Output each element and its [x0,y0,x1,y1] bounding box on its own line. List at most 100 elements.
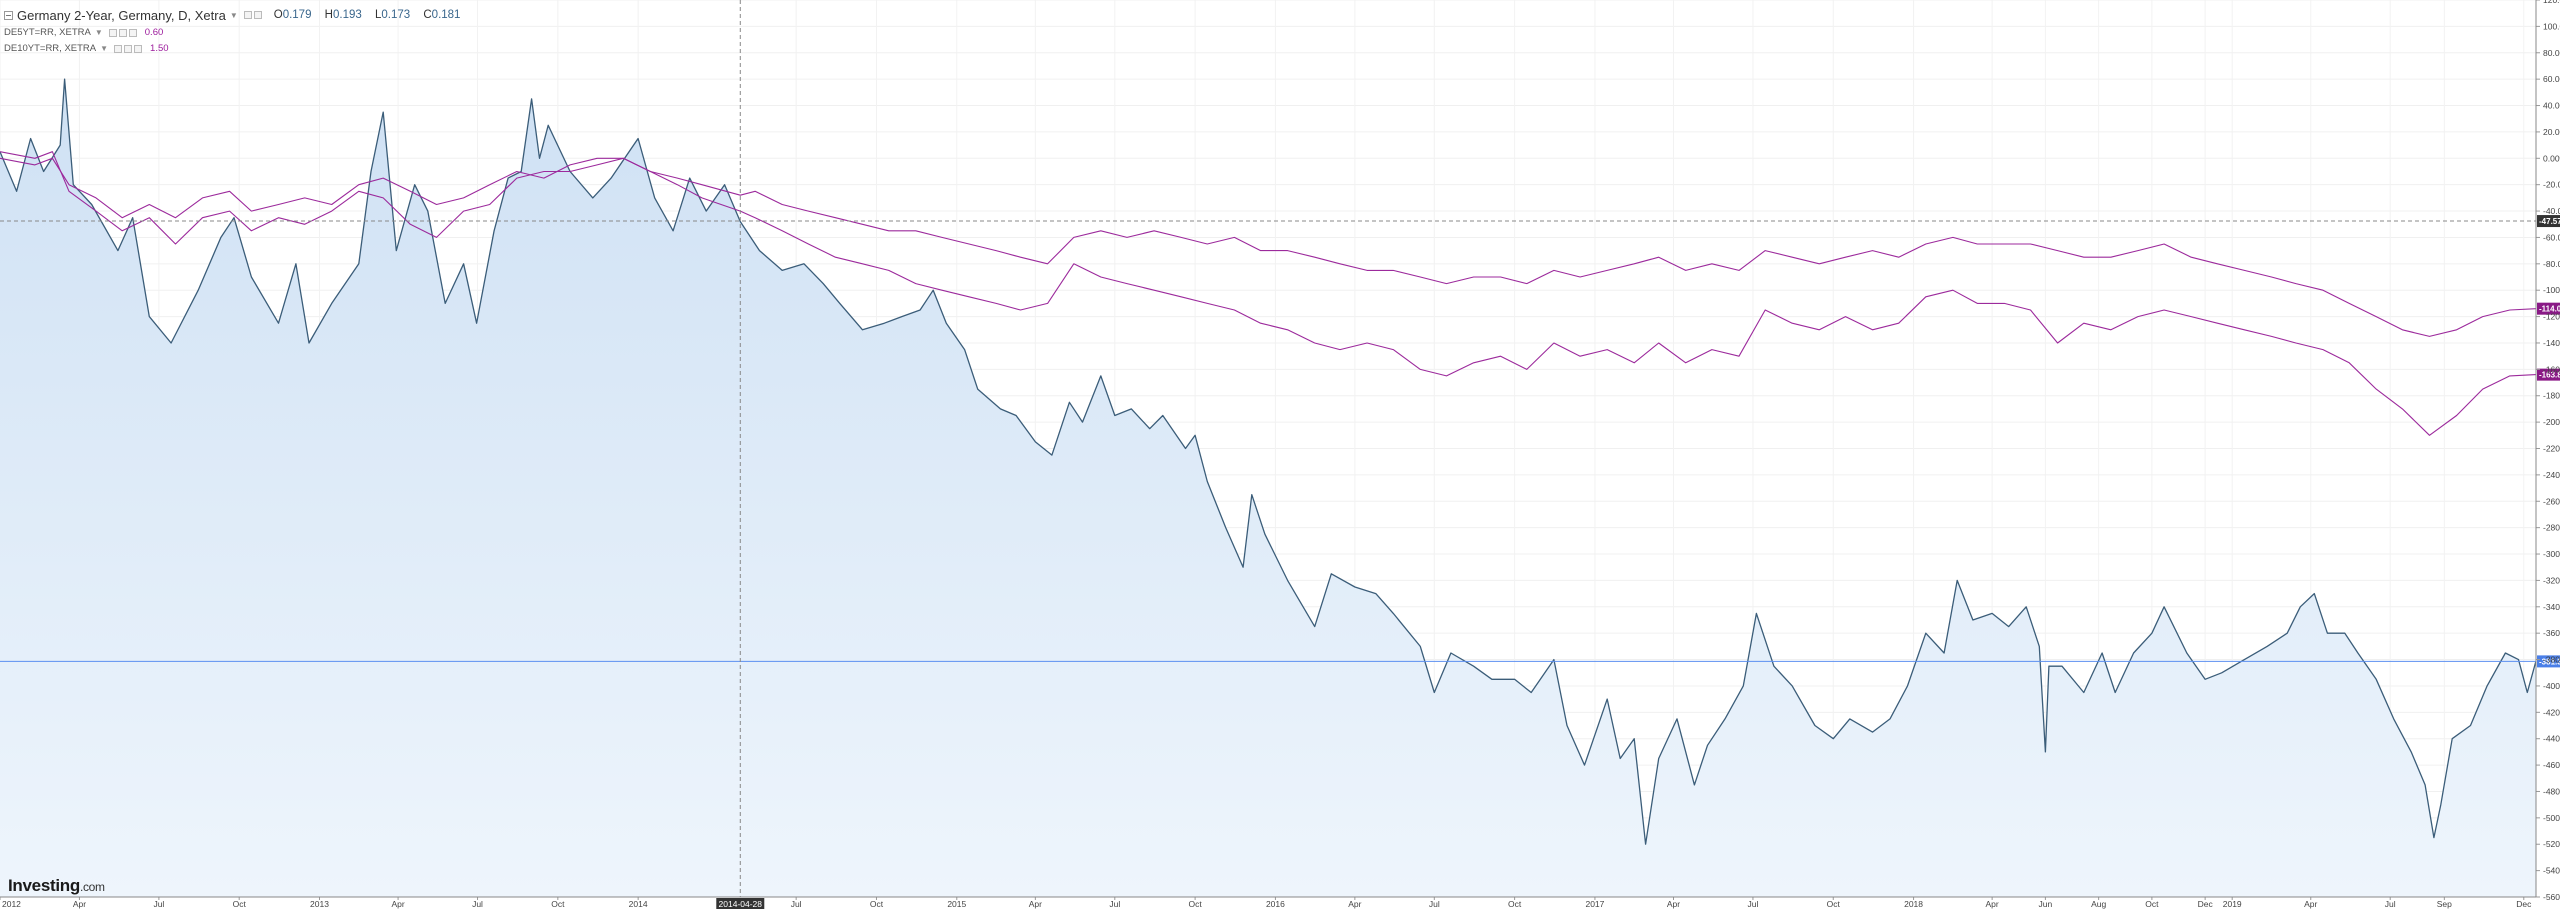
compare-series-value: 0.60 [144,27,164,38]
logo-name: Investing [8,876,80,895]
x-tick-label: Jul [153,899,164,909]
series-last-tag [2537,368,2560,381]
y-tick-label: -40.00% [2543,206,2560,216]
low-label: L [374,9,382,21]
crosshair-date-tag [716,898,765,909]
chevron-down-icon[interactable]: ▼ [229,10,238,20]
close-icon[interactable] [128,28,137,37]
x-tick-label: Apr [391,899,404,909]
y-tick-label: -20.00% [2543,180,2560,190]
collapse-legend-icon[interactable] [4,10,13,20]
chevron-down-icon[interactable]: ▼ [100,44,109,53]
settings-icon[interactable] [253,11,262,19]
x-tick-label: Dec [2516,899,2532,909]
x-tick-label: 2017 [1585,899,1604,909]
y-tick-label: -180.00% [2543,391,2560,401]
settings-icon[interactable] [124,44,133,53]
x-tick-label: Jul [791,899,802,909]
y-tick-label: -320.00% [2543,575,2560,585]
x-tick-label: Aug [2091,899,2106,909]
y-tick-label: -300.00% [2543,549,2560,559]
x-tick-label: 2012 [2,899,21,909]
y-tick-label: -380.00% [2543,655,2560,665]
y-tick-label: -240.00% [2543,470,2560,480]
x-tick-label: Dec [2198,899,2214,909]
x-tick-label: 2018 [1904,899,1923,909]
compare-series-name: DE10YT=RR, XETRA [4,43,97,54]
y-tick-label: -400.00% [2543,681,2560,691]
high-value: 0.193 [332,9,362,21]
x-tick-label: Apr [1348,899,1361,909]
y-tick-label: -220.00% [2543,444,2560,454]
series-last-tag [2537,302,2560,315]
x-tick-label: Jul [472,899,483,909]
current-price-label: -381.39% [2539,657,2560,666]
current-price-tag [2537,655,2560,668]
chevron-down-icon[interactable]: ▼ [94,28,103,37]
y-tick-label: -480.00% [2543,786,2560,796]
eye-icon[interactable] [114,44,123,53]
x-tick-label: Apr [1986,899,1999,909]
y-tick-label: 0.00% [2543,153,2560,163]
x-tick-label: Sep [2437,899,2452,909]
eye-icon[interactable] [108,28,117,37]
y-tick-label: -340.00% [2543,602,2560,612]
series-line-compare-1 [0,157,2537,337]
main-series-title: Germany 2-Year, Germany, D, Xetra [17,7,226,23]
x-tick-label: Apr [1667,899,1680,909]
y-tick-label: 60.00% [2543,74,2560,84]
y-tick-label: -100.00% [2543,285,2560,295]
compare-series-name: DE5YT=RR, XETRA [4,27,91,38]
legend-compare-row-1: DE5YT=RR, XETRA ▼ 0.60 [4,25,470,40]
logo-domain: .com [79,880,105,894]
y-tick-label: 20.00% [2543,127,2560,137]
legend-compare-row-2: DE10YT=RR, XETRA ▼ 1.50 [4,41,470,56]
series-last-value: -163.84% [2539,371,2560,380]
low-value: 0.173 [381,9,411,21]
y-tick-label: -280.00% [2543,523,2560,533]
crosshair-value-tag [2537,215,2560,228]
x-tick-label: 2013 [310,899,329,909]
y-tick-label: -560.00% [2543,892,2560,902]
close-value: 0.181 [431,9,461,21]
close-label: C [423,9,432,21]
x-tick-label: Jul [2385,899,2396,909]
crosshair-value-label: -47.577 [2539,217,2560,226]
series-line-main [0,78,2537,845]
investing-logo: Investing.com [8,876,105,896]
y-tick-label: -260.00% [2543,496,2560,506]
x-tick-label: Jul [1748,899,1759,909]
y-tick-label: -540.00% [2543,866,2560,876]
chart-legend: Germany 2-Year, Germany, D, Xetra ▼ O0.1… [4,6,470,56]
y-tick-label: -420.00% [2543,707,2560,717]
eye-icon[interactable] [243,11,252,19]
high-label: H [324,9,333,21]
y-tick-label: -160.00% [2543,364,2560,374]
crosshair-date-label: 2014-04-28 [719,899,763,909]
ohlc-values: O0.179 H0.193 L0.173 C0.181 [274,9,471,21]
series-line-compare-2 [0,151,2537,436]
close-icon[interactable] [134,44,143,53]
y-tick-label: -520.00% [2543,839,2560,849]
x-tick-label: Oct [1188,899,1202,909]
x-tick-label: Oct [233,899,247,909]
y-tick-label: -460.00% [2543,760,2560,770]
x-tick-label: Jul [1429,899,1440,909]
x-tick-label: Oct [2145,899,2159,909]
y-tick-label: -360.00% [2543,628,2560,638]
y-tick-label: -140.00% [2543,338,2560,348]
y-tick-label: -500.00% [2543,813,2560,823]
open-value: 0.179 [282,9,312,21]
x-tick-label: Apr [73,899,86,909]
y-tick-label: -120.00% [2543,312,2560,322]
x-tick-label: Oct [1508,899,1522,909]
x-tick-label: 2019 [2223,899,2242,909]
y-tick-label: 40.00% [2543,101,2560,111]
settings-icon[interactable] [118,28,127,37]
y-tick-label: -440.00% [2543,734,2560,744]
series-last-value: -114.03% [2539,305,2560,314]
